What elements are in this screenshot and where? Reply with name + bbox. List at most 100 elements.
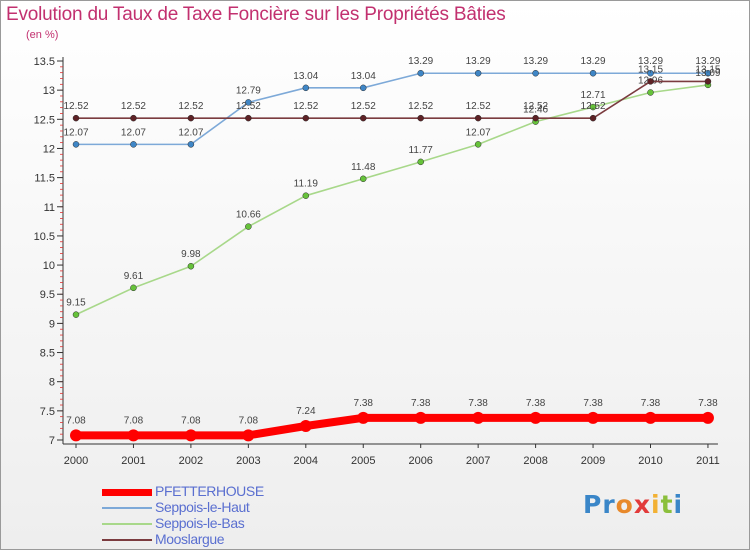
x-tick-label: 2000 (64, 455, 88, 467)
logo-letter: r (602, 490, 616, 519)
data-label: 13.29 (695, 56, 720, 67)
data-label: 12.52 (63, 101, 88, 112)
data-point (130, 114, 137, 122)
data-point (130, 141, 137, 148)
series-line (75, 84, 709, 316)
y-tick-label: 8.5 (40, 348, 55, 360)
x-tick-label: 2002 (179, 455, 203, 467)
data-label: 12.46 (523, 105, 548, 116)
data-label: 12.52 (408, 101, 433, 112)
logo-letter: i (673, 490, 684, 519)
logo-letter: i (651, 490, 661, 519)
y-tick-label: 9.5 (40, 289, 55, 301)
data-label: 9.61 (124, 271, 144, 282)
data-label: 12.52 (121, 101, 146, 112)
y-tick-label: 9 (49, 318, 55, 330)
data-label: 7.38 (354, 398, 374, 409)
y-tick-label: 13.5 (34, 56, 55, 68)
data-point (532, 69, 539, 77)
data-point (360, 84, 367, 92)
data-label: 12.52 (293, 101, 318, 112)
data-point (701, 411, 714, 424)
data-label: 13.29 (638, 56, 663, 67)
data-label: 13.29 (408, 56, 433, 67)
data-point (647, 78, 654, 85)
logo-letter: t (660, 490, 674, 519)
y-tick-label: 12.5 (34, 114, 55, 126)
series-line (72, 413, 712, 440)
data-point (184, 429, 197, 442)
data-point (474, 141, 482, 148)
data-point (72, 141, 80, 148)
legend-swatch (102, 539, 152, 541)
data-label: 13.29 (466, 56, 491, 67)
data-point (529, 411, 542, 424)
logo-letter: P (583, 490, 603, 519)
x-tick-label: 2003 (236, 455, 260, 467)
data-label: 13.29 (581, 56, 606, 67)
data-point (417, 114, 424, 122)
data-point (474, 114, 482, 122)
data-point (414, 411, 427, 424)
data-label: 9.15 (66, 298, 86, 309)
data-point (704, 69, 712, 77)
x-tick-label: 2010 (638, 455, 662, 467)
data-label: 7.24 (296, 406, 316, 417)
data-label: 12.52 (351, 101, 376, 112)
data-label: 12.07 (121, 127, 146, 138)
data-label: 12.79 (236, 85, 261, 96)
data-point (587, 411, 600, 424)
legend-label: PFETTERHOUSE (155, 483, 264, 499)
data-point (532, 114, 539, 122)
data-point (245, 114, 252, 122)
data-point (589, 114, 597, 122)
x-tick-label: 2001 (121, 455, 145, 467)
x-tick-label: 2009 (581, 455, 605, 467)
legend-label: Seppois-le-Haut (155, 499, 250, 515)
data-label: 13.04 (293, 71, 318, 82)
data-point (242, 429, 255, 442)
legend-swatch (102, 507, 152, 509)
data-point (704, 78, 712, 85)
logo-letter: x (633, 490, 651, 519)
legend-swatch (102, 523, 152, 525)
data-point (72, 114, 80, 122)
data-label: 12.52 (178, 101, 203, 112)
data-label: 7.38 (526, 398, 546, 409)
y-tick-label: 10 (43, 260, 55, 272)
y-tick-label: 7 (49, 435, 55, 447)
data-label: 11.48 (351, 162, 376, 173)
data-label: 7.38 (468, 398, 488, 409)
data-label: 11.19 (294, 179, 319, 190)
data-label: 7.38 (583, 398, 603, 409)
data-point (360, 114, 367, 122)
proxiti-logo: Proxiti (583, 490, 683, 519)
x-tick-label: 2008 (523, 455, 547, 467)
legend-label: Seppois-le-Bas (155, 515, 245, 531)
data-point (127, 429, 140, 442)
data-point (417, 69, 424, 77)
data-point (472, 411, 485, 424)
data-label: 13.15 (695, 64, 720, 75)
data-label: 7.38 (411, 398, 431, 409)
data-label: 13.15 (638, 64, 663, 75)
x-tick-label: 2004 (294, 455, 318, 467)
y-tick-label: 11 (44, 202, 55, 214)
y-tick-label: 7.5 (40, 406, 55, 418)
data-label: 12.52 (581, 101, 606, 112)
data-label: 7.38 (641, 398, 661, 409)
data-label: 7.08 (181, 415, 201, 426)
data-point (245, 223, 252, 230)
data-point (187, 114, 195, 122)
series-line (75, 72, 709, 146)
legend-label: Mooslargue (155, 531, 225, 547)
chart-title: Evolution du Taux de Taxe Foncière sur l… (6, 4, 506, 25)
data-label: 12.52 (466, 101, 491, 112)
data-point (644, 411, 657, 424)
data-label: 12.52 (523, 101, 548, 112)
data-point (299, 420, 312, 433)
data-label: 13.29 (523, 56, 548, 67)
y-tick-label: 10.5 (34, 231, 55, 243)
